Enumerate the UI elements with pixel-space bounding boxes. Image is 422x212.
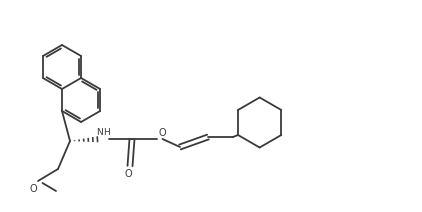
Text: O: O — [30, 184, 37, 194]
Text: N: N — [96, 127, 103, 137]
Text: O: O — [124, 169, 132, 179]
Text: H: H — [103, 127, 110, 137]
Text: O: O — [158, 128, 165, 138]
